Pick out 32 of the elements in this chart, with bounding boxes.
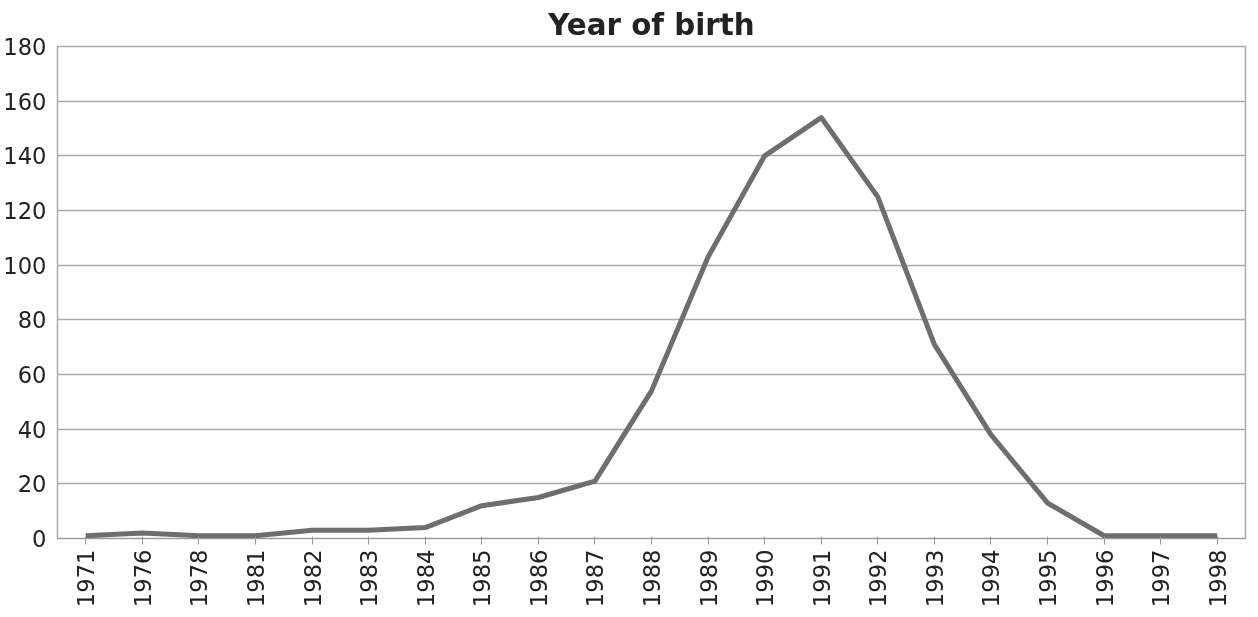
x-tick-label: 1998	[1204, 549, 1231, 608]
x-tick-label: 1994	[978, 549, 1005, 608]
y-tick-label: 140	[3, 143, 47, 170]
x-tick-label: 1971	[73, 549, 100, 608]
y-tick-label: 40	[17, 416, 47, 443]
x-tick-label: 1992	[865, 549, 892, 608]
y-tick-label: 120	[3, 198, 47, 224]
y-tick-label: 100	[3, 252, 47, 279]
x-tick-label: 1991	[808, 549, 835, 608]
x-tick-label: 1978	[186, 549, 213, 608]
x-tick-label: 1981	[243, 549, 269, 608]
y-tick-label: 180	[3, 34, 47, 60]
x-tick-label: 1995	[1035, 549, 1061, 608]
x-tick-label: 1987	[582, 549, 609, 608]
x-tick-label: 1976	[129, 549, 156, 608]
x-tick-label: 1990	[752, 549, 779, 608]
x-tick-label: 1982	[299, 549, 326, 608]
x-tick-label: 1989	[695, 549, 722, 608]
y-tick-label: 80	[17, 307, 47, 334]
x-tick-label: 1993	[921, 549, 948, 608]
x-tick-label: 1985	[469, 549, 496, 608]
y-tick-label: 20	[17, 471, 47, 498]
y-tick-label: 160	[3, 88, 47, 115]
x-tick-label: 1983	[356, 549, 383, 608]
x-tick-label: 1997	[1148, 549, 1175, 608]
x-tick-label: 1988	[639, 549, 665, 608]
y-tick-label: 60	[17, 362, 47, 388]
x-tick-label: 1986	[525, 549, 552, 608]
y-tick-label: 0	[32, 526, 47, 552]
x-tick-label: 1996	[1091, 549, 1118, 608]
x-tick-label: 1984	[412, 549, 439, 608]
chart-title: Year of birth	[547, 7, 755, 42]
